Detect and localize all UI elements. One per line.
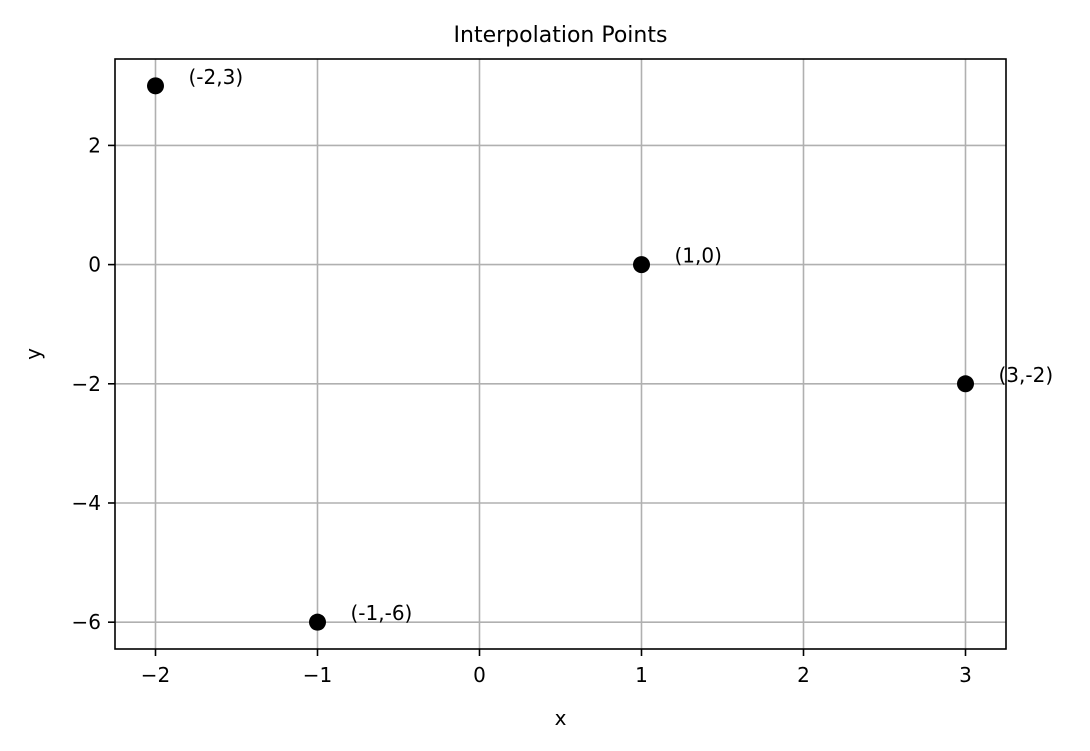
- plot-frame: [114, 58, 1007, 650]
- point-label: (3,-2): [999, 363, 1054, 387]
- x-tick-label: 2: [797, 663, 810, 687]
- y-tick-label: −2: [72, 372, 101, 396]
- y-tick-label: 0: [88, 253, 101, 277]
- data-point: [633, 256, 650, 274]
- x-tick-label: 1: [635, 663, 648, 687]
- x-tick-label: −2: [141, 663, 170, 687]
- x-tick-label: −1: [303, 663, 332, 687]
- point-annotations: (-2,3) (-1,-6) (1,0) (3,-2): [189, 65, 1054, 625]
- x-tick-label: 0: [473, 663, 486, 687]
- point-label: (-2,3): [189, 65, 244, 89]
- axis-ticks: −2 −1 0 1 2 3 −6 −4 −2 0 2: [72, 133, 972, 687]
- point-label: (-1,-6): [351, 601, 413, 625]
- y-tick-label: 2: [88, 133, 101, 157]
- y-tick-label: −6: [72, 610, 101, 634]
- data-point: [957, 375, 974, 393]
- data-point: [309, 613, 326, 631]
- data-points: [147, 77, 974, 631]
- x-axis-label: x: [555, 706, 567, 730]
- grid: [115, 59, 1006, 649]
- point-label: (1,0): [675, 244, 722, 268]
- data-point: [147, 77, 164, 95]
- chart-title: Interpolation Points: [454, 23, 668, 48]
- y-axis-label: y: [21, 348, 45, 360]
- y-tick-label: −4: [72, 491, 101, 515]
- x-tick-label: 3: [959, 663, 972, 687]
